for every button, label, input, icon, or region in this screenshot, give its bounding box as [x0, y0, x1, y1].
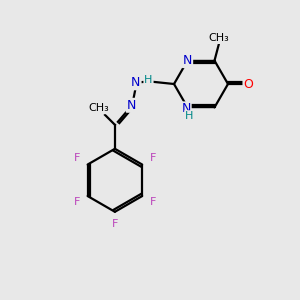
Text: O: O: [244, 77, 253, 91]
Text: CH₃: CH₃: [88, 103, 109, 113]
Text: N: N: [127, 99, 136, 112]
Text: F: F: [74, 197, 80, 207]
Text: H: H: [144, 75, 153, 85]
Text: H: H: [185, 111, 193, 121]
Text: F: F: [150, 197, 156, 207]
Text: N: N: [183, 54, 192, 67]
Text: F: F: [74, 153, 80, 163]
Text: F: F: [112, 219, 118, 230]
Text: CH₃: CH₃: [208, 33, 230, 43]
Text: N: N: [131, 76, 141, 89]
Text: N: N: [181, 102, 191, 116]
Text: F: F: [150, 153, 156, 163]
